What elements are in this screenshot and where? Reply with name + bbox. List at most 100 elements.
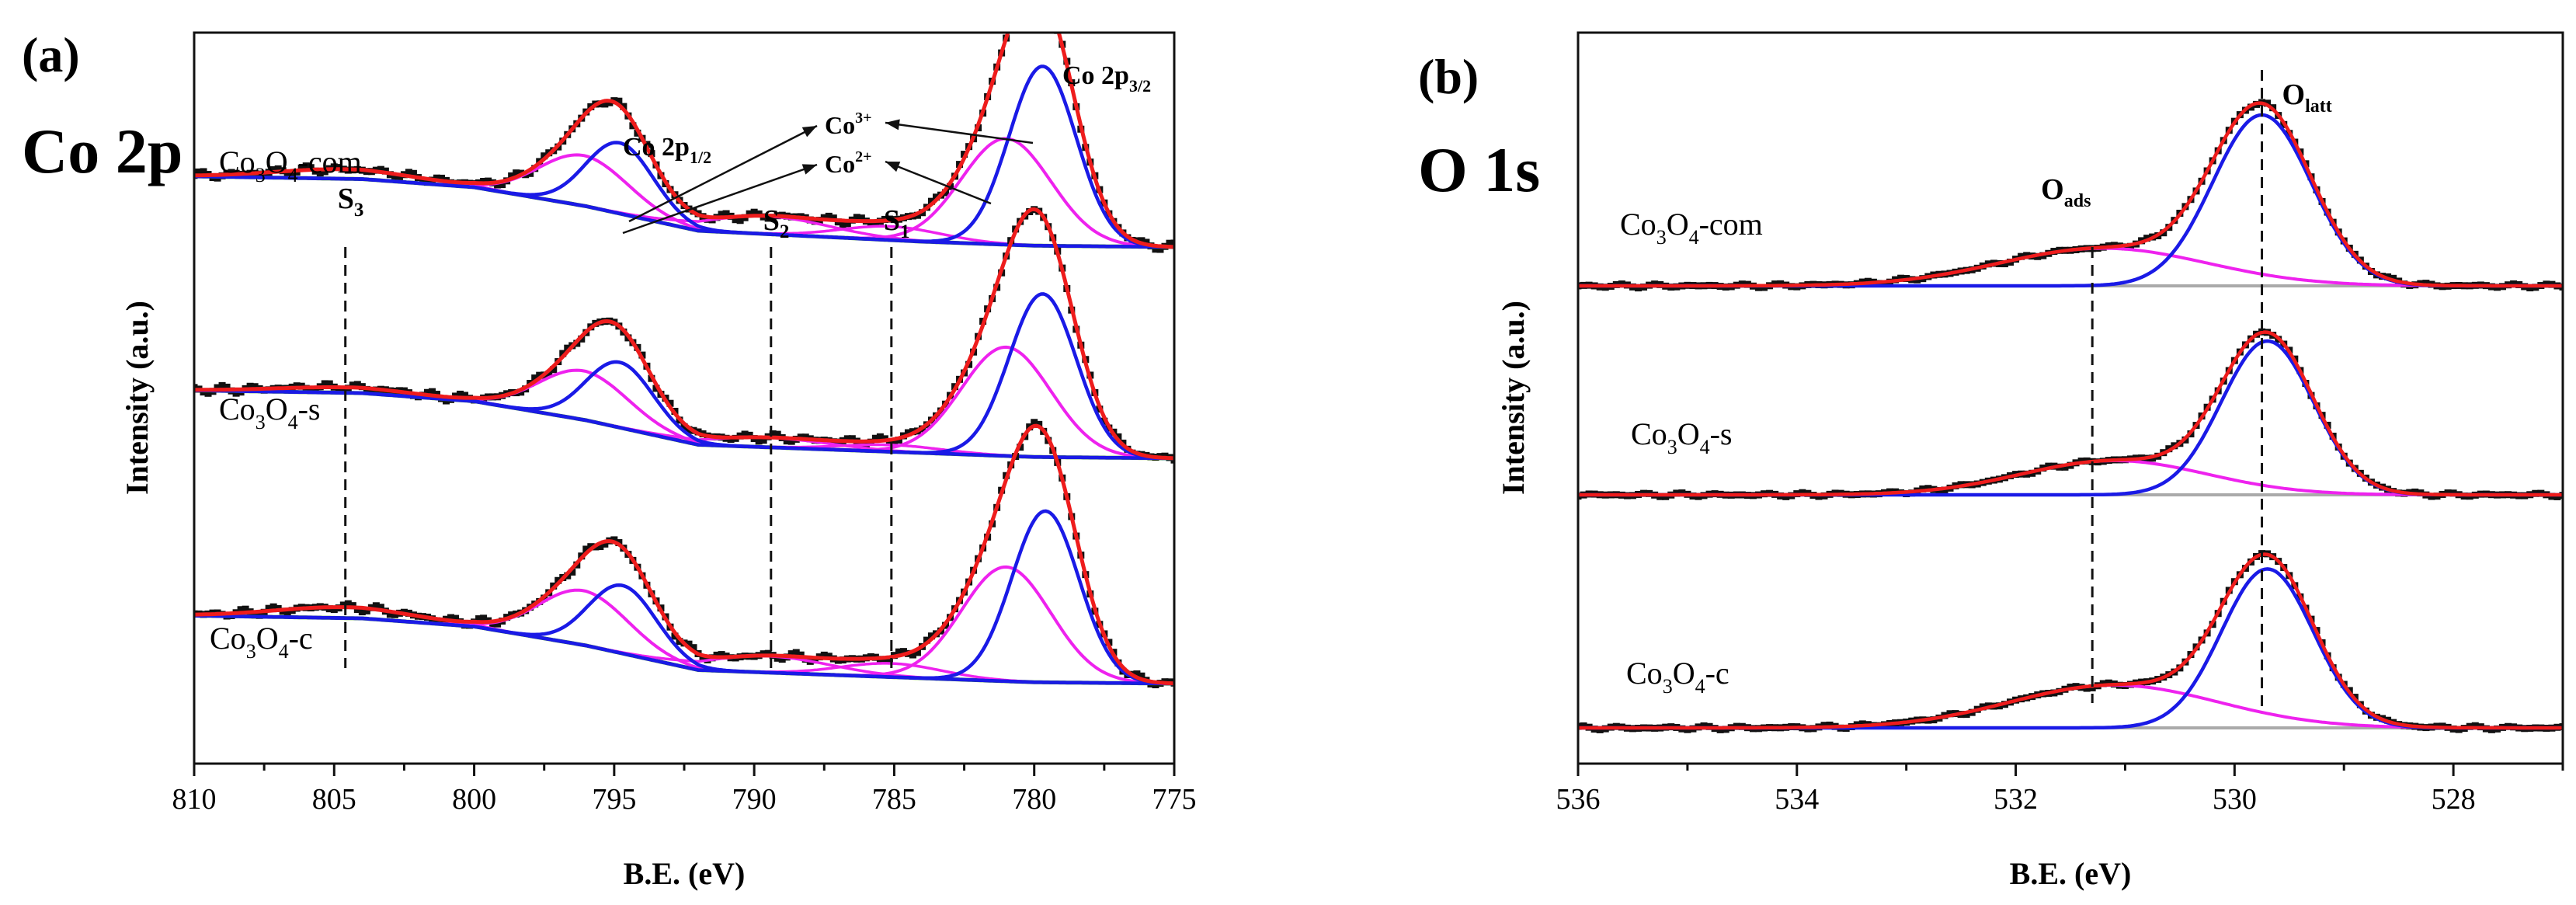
raw-point (550, 366, 558, 374)
raw-data-a-2 (194, 419, 1174, 689)
raw-point (736, 217, 744, 225)
raw-point (596, 543, 604, 551)
raw-point (750, 208, 758, 216)
satellite-peak (194, 614, 1174, 685)
o-latt-main: O (2282, 78, 2306, 111)
raw-point (746, 210, 753, 218)
raw-point (1049, 13, 1056, 20)
raw-point (353, 381, 361, 388)
sample-label-b-1-o: O (1677, 416, 1700, 451)
raw-point (853, 214, 860, 221)
co3-peak (194, 583, 1174, 686)
raw-point (825, 212, 833, 220)
raw-point (302, 162, 310, 170)
arrow-co2-left (622, 163, 818, 235)
panel-a-co2p: (a) Co 2p S3 S2 S1 Co3O4-comCo3O4-sCo3O4-c… (22, 0, 1197, 891)
raw-point (499, 181, 506, 189)
sample-label-b-2-co: Co (1626, 656, 1663, 691)
raw-point (2553, 493, 2561, 500)
raw-point (913, 649, 921, 656)
panel-a-title: Co 2p (22, 116, 183, 186)
raw-point (718, 211, 725, 218)
raw-point (1919, 485, 1927, 493)
raw-point (1045, 0, 1052, 6)
raw-point (881, 657, 888, 665)
raw-point (1880, 280, 1888, 287)
co3plus-sup: 3+ (855, 110, 871, 127)
raw-point (885, 438, 893, 446)
x-tick-label-a: 780 (1012, 783, 1056, 816)
raw-point (438, 174, 446, 182)
raw-point (699, 655, 707, 663)
sample-label-a-1-sub2: 4 (288, 411, 298, 433)
raw-point (811, 656, 819, 664)
raw-point (339, 601, 347, 609)
raw-point (344, 600, 352, 607)
envelope-fit-a-0 (194, 33, 1174, 249)
raw-point (246, 382, 254, 390)
sample-label-a-1-tail: -s (298, 392, 321, 426)
panel-b-y-axis-title: Intensity (a.u.) (1496, 301, 1531, 495)
raw-point (494, 181, 502, 189)
satellite-label-sub: 1 (900, 221, 910, 242)
panel-b-x-axis: 536 534 532 530 528 (1556, 764, 2564, 816)
raw-point (1678, 489, 1686, 497)
raw-point (685, 640, 693, 648)
raw-point (433, 174, 440, 182)
raw-point (773, 654, 781, 662)
panel-a-traces (194, 0, 1174, 689)
raw-point (391, 611, 398, 618)
raw-point (372, 602, 380, 610)
raw-point (564, 344, 572, 352)
raw-point (311, 386, 319, 394)
arrow-co3-left-head (801, 126, 817, 137)
o-ads-peak-2 (1578, 684, 2563, 729)
raw-point (237, 606, 245, 614)
raw-point (928, 632, 936, 640)
panel-b-x-axis-title: B.E. (eV) (2010, 856, 2132, 891)
x-tick-label-a: 795 (592, 783, 636, 816)
raw-point (1651, 280, 1659, 288)
raw-point (601, 100, 609, 108)
sample-label-b-2-sub1: 3 (1663, 675, 1673, 698)
raw-point (288, 171, 296, 179)
raw-point (764, 214, 772, 222)
raw-point (760, 437, 767, 444)
raw-point (666, 399, 674, 407)
raw-point (732, 216, 739, 224)
raw-point (1946, 710, 1954, 718)
raw-point (265, 604, 273, 612)
raw-point (928, 197, 936, 205)
raw-point (811, 218, 819, 225)
raw-point (1782, 493, 1790, 500)
raw-point (423, 388, 431, 396)
sample-label-a-1-sub1: 3 (256, 411, 266, 433)
raw-point (1017, 0, 1024, 5)
raw-point (1007, 20, 1014, 27)
raw-point (1138, 672, 1145, 680)
raw-point (1897, 274, 1905, 282)
panel-a-reflines: S3 S2 S1 (338, 183, 910, 668)
spectrum-b-1 (1578, 328, 2563, 500)
o-latt-sub: latt (2305, 96, 2332, 117)
sample-label-b-2-sub2: 4 (1695, 675, 1705, 698)
x-tick-label-a: 805 (312, 783, 356, 816)
raw-point (283, 170, 291, 178)
raw-point (1716, 726, 1724, 733)
panel-b-label: (b) (1418, 49, 1479, 104)
raw-point (829, 214, 837, 222)
sample-label-a-0: Co3O4-com (219, 144, 362, 186)
sample-label-b-2-o: O (1673, 656, 1695, 691)
satellite-label-sub: 3 (354, 200, 364, 221)
raw-point (2444, 489, 2452, 497)
raw-point (820, 651, 828, 659)
raw-point (335, 387, 342, 395)
raw-point (1035, 420, 1043, 428)
raw-point (680, 423, 688, 430)
raw-point (582, 545, 590, 553)
spectrum-a-1 (194, 206, 1174, 464)
raw-point (204, 389, 212, 397)
raw-point (1826, 721, 1834, 729)
